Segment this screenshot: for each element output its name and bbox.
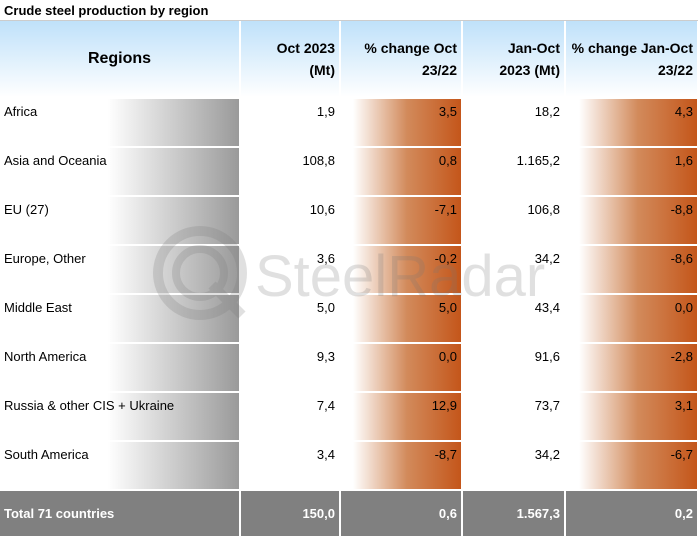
total-cell: 1.567,3 — [462, 490, 566, 538]
total-cell: 150,0 — [240, 490, 341, 538]
table-row: Russia & other CIS + Ukraine 7,4 12,9 73,7 3… — [0, 392, 698, 442]
table-cell: -8,6 — [565, 245, 698, 295]
total-row: Total 71 countries 150,0 0,6 1.567,3 0,2 — [0, 490, 698, 538]
table-cell: Middle East — [0, 294, 241, 344]
header-text: Regions — [87, 50, 152, 67]
table-cell: 0,0 — [565, 294, 698, 344]
table-cell: 34,2 — [462, 245, 566, 295]
table-cell: -8,7 — [340, 441, 463, 491]
header-text: (Mt) — [309, 62, 335, 78]
table-title: Crude steel production by region — [0, 0, 698, 21]
table-cell: North America — [0, 343, 241, 393]
header-text: % change Jan-Oct — [571, 40, 693, 56]
header-cell: Jan-Oct 2023 (Mt) — [462, 21, 566, 99]
header-text: 2023 (Mt) — [499, 62, 560, 78]
table-row: Europe, Other 3,6 -0,2 34,2 -8,6 — [0, 245, 698, 295]
header-text: Jan-Oct — [507, 40, 560, 56]
table-cell: Europe, Other — [0, 245, 241, 295]
header-text: 23/22 — [421, 62, 457, 78]
total-cell: 0,6 — [340, 490, 463, 538]
table-cell: 9,3 — [240, 343, 341, 393]
table-row: Africa 1,9 3,5 18,2 4,3 — [0, 98, 698, 148]
header-cell: % change Jan-Oct 23/22 — [565, 21, 698, 99]
table-cell: EU (27) — [0, 196, 241, 246]
table-row: Middle East 5,0 5,0 43,4 0,0 — [0, 294, 698, 344]
total-cell: Total 71 countries — [0, 490, 241, 538]
table-cell: 18,2 — [462, 98, 566, 148]
table-cell: 4,3 — [565, 98, 698, 148]
table-cell: -2,8 — [565, 343, 698, 393]
table-cell: 0,8 — [340, 147, 463, 197]
table-cell: 34,2 — [462, 441, 566, 491]
table-cell: 10,6 — [240, 196, 341, 246]
header-cell: Regions — [0, 21, 241, 99]
table-body: Africa 1,9 3,5 18,2 4,3 Asia and Oceania 108,8… — [0, 98, 698, 538]
table-cell: 3,6 — [240, 245, 341, 295]
table-cell: 1.165,2 — [462, 147, 566, 197]
table-cell: Asia and Oceania — [0, 147, 241, 197]
table-cell: -0,2 — [340, 245, 463, 295]
header-row: Regions Oct 2023 (Mt) % change Oct 23/22 Jan-… — [0, 21, 698, 99]
table-cell: 0,0 — [340, 343, 463, 393]
table-cell: -6,7 — [565, 441, 698, 491]
table-cell: Russia & other CIS + Ukraine — [0, 392, 241, 442]
header-text: 23/22 — [657, 62, 693, 78]
table-cell: -8,8 — [565, 196, 698, 246]
table-cell: 108,8 — [240, 147, 341, 197]
table-cell: 7,4 — [240, 392, 341, 442]
table-row: South America 3,4 -8,7 34,2 -6,7 — [0, 441, 698, 491]
table-cell: 106,8 — [462, 196, 566, 246]
total-cell: 0,2 — [565, 490, 698, 538]
table-row: Asia and Oceania 108,8 0,8 1.165,2 1,6 — [0, 147, 698, 197]
table-cell: 91,6 — [462, 343, 566, 393]
table-row: EU (27) 10,6 -7,1 106,8 -8,8 — [0, 196, 698, 246]
table-cell: 3,4 — [240, 441, 341, 491]
table-row: North America 9,3 0,0 91,6 -2,8 — [0, 343, 698, 393]
header-text: % change Oct — [364, 40, 457, 56]
table-cell: 43,4 — [462, 294, 566, 344]
table-cell: South America — [0, 441, 241, 491]
header-cell: Oct 2023 (Mt) — [240, 21, 341, 99]
data-table: Regions Oct 2023 (Mt) % change Oct 23/22 Jan-… — [0, 21, 698, 538]
header-cell: % change Oct 23/22 — [340, 21, 463, 99]
table-cell: 3,1 — [565, 392, 698, 442]
header-text: Oct 2023 — [276, 40, 335, 56]
table-cell: 1,6 — [565, 147, 698, 197]
table-cell: 3,5 — [340, 98, 463, 148]
table-cell: 1,9 — [240, 98, 341, 148]
table-cell: Africa — [0, 98, 241, 148]
table-cell: 5,0 — [240, 294, 341, 344]
table-cell: 73,7 — [462, 392, 566, 442]
table-cell: -7,1 — [340, 196, 463, 246]
table-cell: 12,9 — [340, 392, 463, 442]
table-cell: 5,0 — [340, 294, 463, 344]
